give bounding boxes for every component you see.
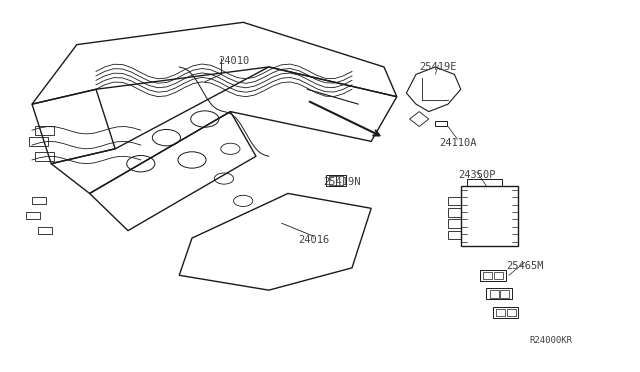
- Text: 25465M: 25465M: [506, 261, 543, 271]
- Text: R24000KR: R24000KR: [530, 336, 573, 345]
- Text: 25419N: 25419N: [324, 177, 361, 187]
- Text: 24010: 24010: [218, 57, 249, 66]
- Text: 24110A: 24110A: [439, 138, 476, 148]
- Text: 24016: 24016: [298, 235, 329, 245]
- Text: 25419E: 25419E: [420, 62, 457, 72]
- Text: 24350P: 24350P: [458, 170, 495, 180]
